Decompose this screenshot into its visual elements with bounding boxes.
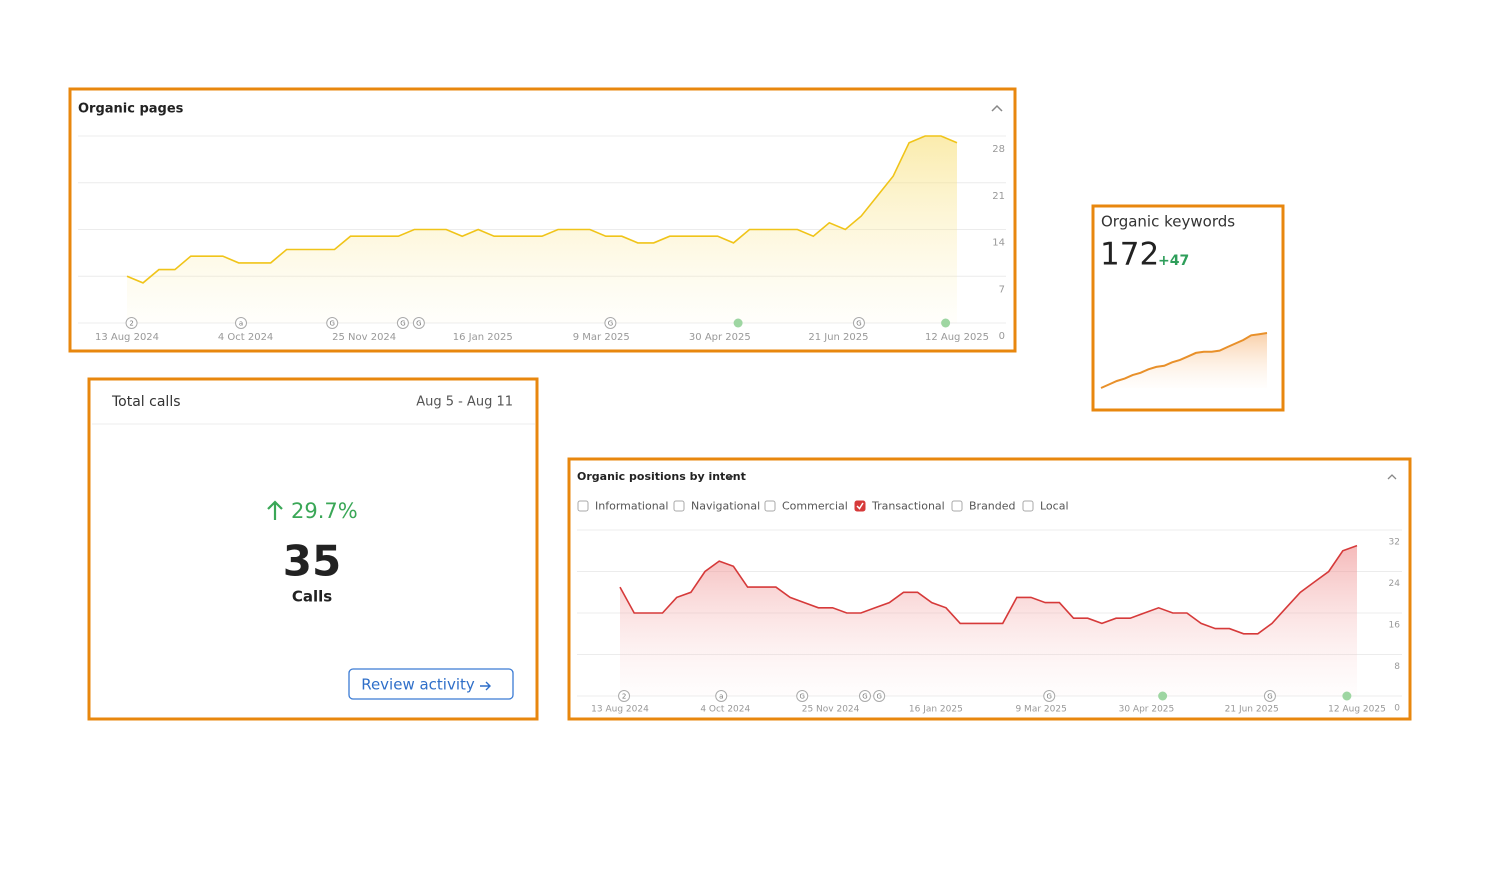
event-marker: [412, 317, 425, 329]
event-marker: [125, 317, 138, 329]
event-dot: [941, 318, 951, 328]
area: [620, 545, 1357, 696]
filter-label[interactable]: Navigational: [691, 500, 760, 513]
line: [126, 135, 958, 284]
filter-label[interactable]: Transactional: [871, 500, 945, 513]
event-label: G: [1047, 693, 1052, 701]
event-label: G: [330, 320, 335, 328]
x-tick-label: 4 Oct 2024: [218, 332, 273, 343]
y-tick-label: 7: [999, 284, 1005, 295]
event-marker: [396, 317, 409, 329]
event-label: G: [800, 693, 805, 701]
x-tick-label: 13 Aug 2024: [591, 705, 649, 715]
button-label[interactable]: Review activity: [361, 676, 475, 694]
up-arrow: [267, 500, 283, 520]
y-tick-label: 14: [992, 238, 1005, 249]
filter-label[interactable]: Branded: [969, 500, 1016, 513]
collapse-icon[interactable]: [991, 104, 1003, 112]
event-marker: [1043, 690, 1056, 702]
y-tick-label: 8: [1394, 662, 1400, 672]
event-marker: [873, 690, 886, 702]
y-tick-label: 28: [992, 144, 1005, 155]
y-tick-label: 0: [999, 331, 1005, 342]
keyword-total: 172: [1100, 237, 1159, 273]
event-marker: [852, 317, 865, 329]
checkbox[interactable]: [951, 500, 963, 512]
x-tick-label: 9 Mar 2025: [1015, 705, 1066, 715]
event-label: G: [400, 320, 405, 328]
x-tick-label: 16 Jan 2025: [909, 705, 963, 715]
review-button[interactable]: [348, 668, 514, 700]
check-mark: [856, 502, 864, 510]
button-arrow: [480, 681, 491, 691]
event-label: G: [876, 693, 881, 701]
x-tick-label: 13 Aug 2024: [95, 332, 159, 343]
x-tick-label: 30 Apr 2025: [1119, 705, 1175, 715]
checkbox[interactable]: [1022, 500, 1034, 512]
event-label: 2: [129, 320, 133, 328]
line: [1100, 332, 1268, 389]
card-title: Total calls: [111, 394, 181, 410]
filter-label[interactable]: Local: [1040, 500, 1069, 513]
area: [1101, 333, 1267, 388]
event-label: G: [862, 693, 867, 701]
checkbox[interactable]: [764, 500, 776, 512]
x-tick-label: 9 Mar 2025: [573, 332, 630, 343]
card-title: Organic pages: [78, 102, 184, 117]
event-marker: [326, 317, 339, 329]
y-tick-label: 21: [992, 191, 1005, 202]
event-label: a: [719, 693, 723, 701]
x-tick-label: 21 Jun 2025: [1225, 705, 1279, 715]
event-marker: [796, 690, 809, 702]
event-dot: [733, 318, 743, 328]
x-tick-label: 16 Jan 2025: [453, 332, 513, 343]
filter-label[interactable]: Informational: [595, 500, 668, 513]
checkbox[interactable]: [577, 500, 589, 512]
line: [619, 544, 1358, 635]
card-title: Organic keywords: [1101, 213, 1235, 231]
event-label: G: [856, 320, 861, 328]
event-label: G: [1267, 693, 1272, 701]
calls-value: 35: [283, 537, 341, 586]
event-dot: [1342, 691, 1352, 701]
x-tick-label: 4 Oct 2024: [700, 705, 750, 715]
y-tick-label: 32: [1389, 538, 1400, 548]
x-tick-label: 12 Aug 2025: [1328, 705, 1386, 715]
checkbox[interactable]: [673, 500, 685, 512]
total-calls-card: [87, 377, 539, 721]
event-marker: [604, 317, 617, 329]
calls-change: 29.7%: [291, 499, 358, 523]
period: Aug 5 - Aug 11: [416, 395, 513, 410]
x-tick-label: 21 Jun 2025: [808, 332, 868, 343]
event-marker: [618, 690, 631, 702]
event-label: 2: [622, 693, 626, 701]
area: [127, 136, 957, 323]
event-marker: [715, 690, 728, 702]
event-dot: [1158, 691, 1168, 701]
x-tick-label: 30 Apr 2025: [689, 332, 751, 343]
event-label: G: [416, 320, 421, 328]
dropdown-icon[interactable]: [726, 475, 734, 480]
event-marker: [858, 690, 871, 702]
x-tick-label: 25 Nov 2024: [802, 705, 860, 715]
card-title: Organic positions by intent: [577, 470, 746, 483]
x-tick-label: 12 Aug 2025: [925, 332, 989, 343]
y-tick-label: 16: [1389, 621, 1401, 631]
checkbox[interactable]: [854, 500, 866, 512]
calls-unit: Calls: [292, 588, 332, 606]
filter-label[interactable]: Commercial: [782, 500, 848, 513]
event-label: G: [608, 320, 613, 328]
event-label: a: [239, 320, 243, 328]
y-tick-label: 24: [1389, 579, 1401, 589]
event-marker: [1263, 690, 1276, 702]
event-marker: [235, 317, 248, 329]
keyword-change: +47: [1158, 253, 1189, 269]
y-tick-label: 0: [1394, 704, 1400, 714]
collapse-icon[interactable]: [1387, 474, 1397, 480]
x-tick-label: 25 Nov 2024: [332, 332, 396, 343]
